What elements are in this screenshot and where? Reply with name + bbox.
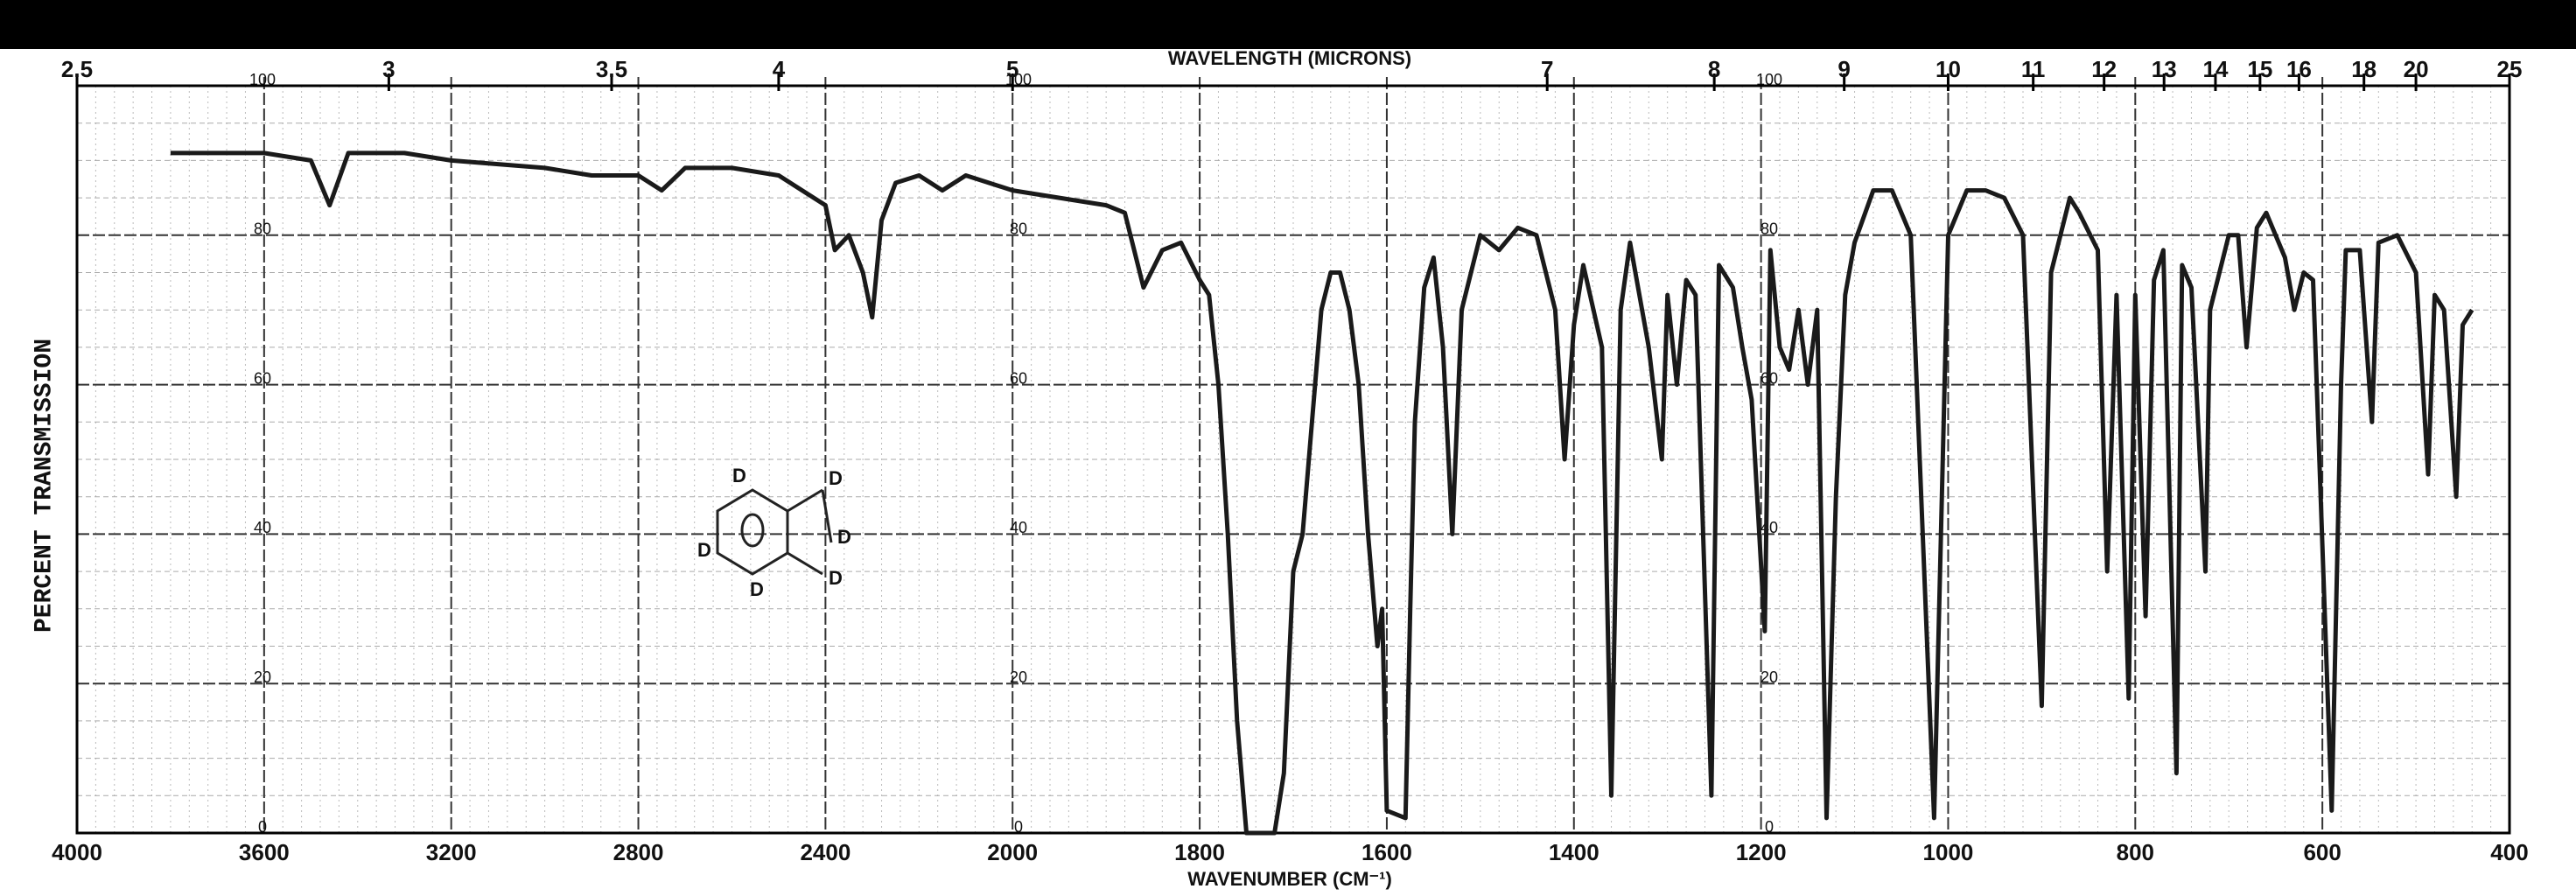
y-title: PERCENT TRANSMISSION	[31, 339, 58, 633]
bond	[787, 488, 823, 513]
x2-tick-label: 8	[1708, 56, 1720, 82]
structure-label: D	[750, 578, 764, 600]
x-tick-label: 3200	[426, 839, 477, 865]
structure-sketch	[716, 488, 833, 576]
x-tick-label: 2000	[987, 839, 1038, 865]
x-tick-label: 1000	[1923, 839, 1974, 865]
x2-tick-label: 12	[2091, 56, 2117, 82]
x2-tick-label: 18	[2351, 56, 2376, 82]
bond	[787, 551, 823, 576]
y-tick-label: 80	[1760, 220, 1778, 238]
x2-tick-label: 3.5	[596, 56, 627, 82]
x2-tick-label: 20	[2404, 56, 2429, 82]
x-tick-label: 2400	[800, 839, 850, 865]
x2-tick-label: 3	[382, 56, 395, 82]
x-tick-label: 3600	[239, 839, 290, 865]
structure-label: D	[732, 465, 746, 486]
x2-tick-label: 2.5	[61, 56, 93, 82]
x2-tick-label: 11	[2021, 56, 2046, 82]
y-tick-label: 0	[258, 818, 267, 836]
x-tick-label: 1800	[1174, 839, 1225, 865]
x2-tick-label: 4	[773, 56, 786, 82]
x-title: WAVENUMBER (CM⁻¹)	[1187, 868, 1392, 890]
x2-tick-label: 7	[1541, 56, 1553, 82]
plot-frame	[75, 84, 2511, 835]
grid	[76, 77, 2510, 834]
x-tick-label: 400	[2490, 839, 2528, 865]
y-tick-label: 40	[1010, 519, 1027, 536]
structure-label: D	[829, 567, 843, 589]
y-tick-label: 0	[1014, 818, 1023, 836]
y-tick-label: 100	[1756, 71, 1782, 88]
y-tick-label: 80	[1010, 220, 1027, 238]
ring-circle	[740, 513, 765, 548]
x2-tick-label: 15	[2247, 56, 2272, 82]
ring	[716, 488, 789, 576]
y-tick-label: 40	[1760, 519, 1778, 536]
x2-tick-label: 10	[1936, 56, 1961, 82]
y-tick-label: 0	[1765, 818, 1774, 836]
x-tick-label: 800	[2117, 839, 2154, 865]
x-tick-label: 1400	[1549, 839, 1600, 865]
x2-tick-label: 16	[2286, 56, 2312, 82]
top-bar	[0, 0, 2576, 49]
x-tick-label: 1200	[1736, 839, 1787, 865]
y-tick-label: 80	[254, 220, 271, 238]
structure-label: D	[697, 539, 711, 561]
x2-tick-label: 13	[2152, 56, 2177, 82]
y-tick-label: 100	[249, 71, 276, 88]
x-tick-label: 600	[2303, 839, 2341, 865]
x2-tick-label: 14	[2202, 56, 2228, 82]
x2-tick-label: 25	[2497, 56, 2523, 82]
y-tick-label: 60	[254, 369, 271, 387]
x-tick-label: 4000	[52, 839, 102, 865]
bond	[821, 489, 833, 543]
x2-tick-label: 5	[1006, 56, 1018, 82]
x-tick-label: 2800	[613, 839, 664, 865]
y-tick-label: 60	[1010, 369, 1027, 387]
y-tick-label: 40	[254, 519, 271, 536]
y-tick-label: 20	[254, 668, 271, 686]
x2-title: WAVELENGTH (MICRONS)	[1168, 47, 1411, 69]
x-tick-label: 1600	[1362, 839, 1412, 865]
y-tick-label: 20	[1010, 668, 1027, 686]
spectrum-line	[170, 150, 2474, 836]
structure-label: D	[829, 467, 843, 489]
x2-tick-label: 9	[1838, 56, 1850, 82]
structure-label: D	[837, 526, 851, 548]
y-tick-label: 20	[1760, 668, 1778, 686]
